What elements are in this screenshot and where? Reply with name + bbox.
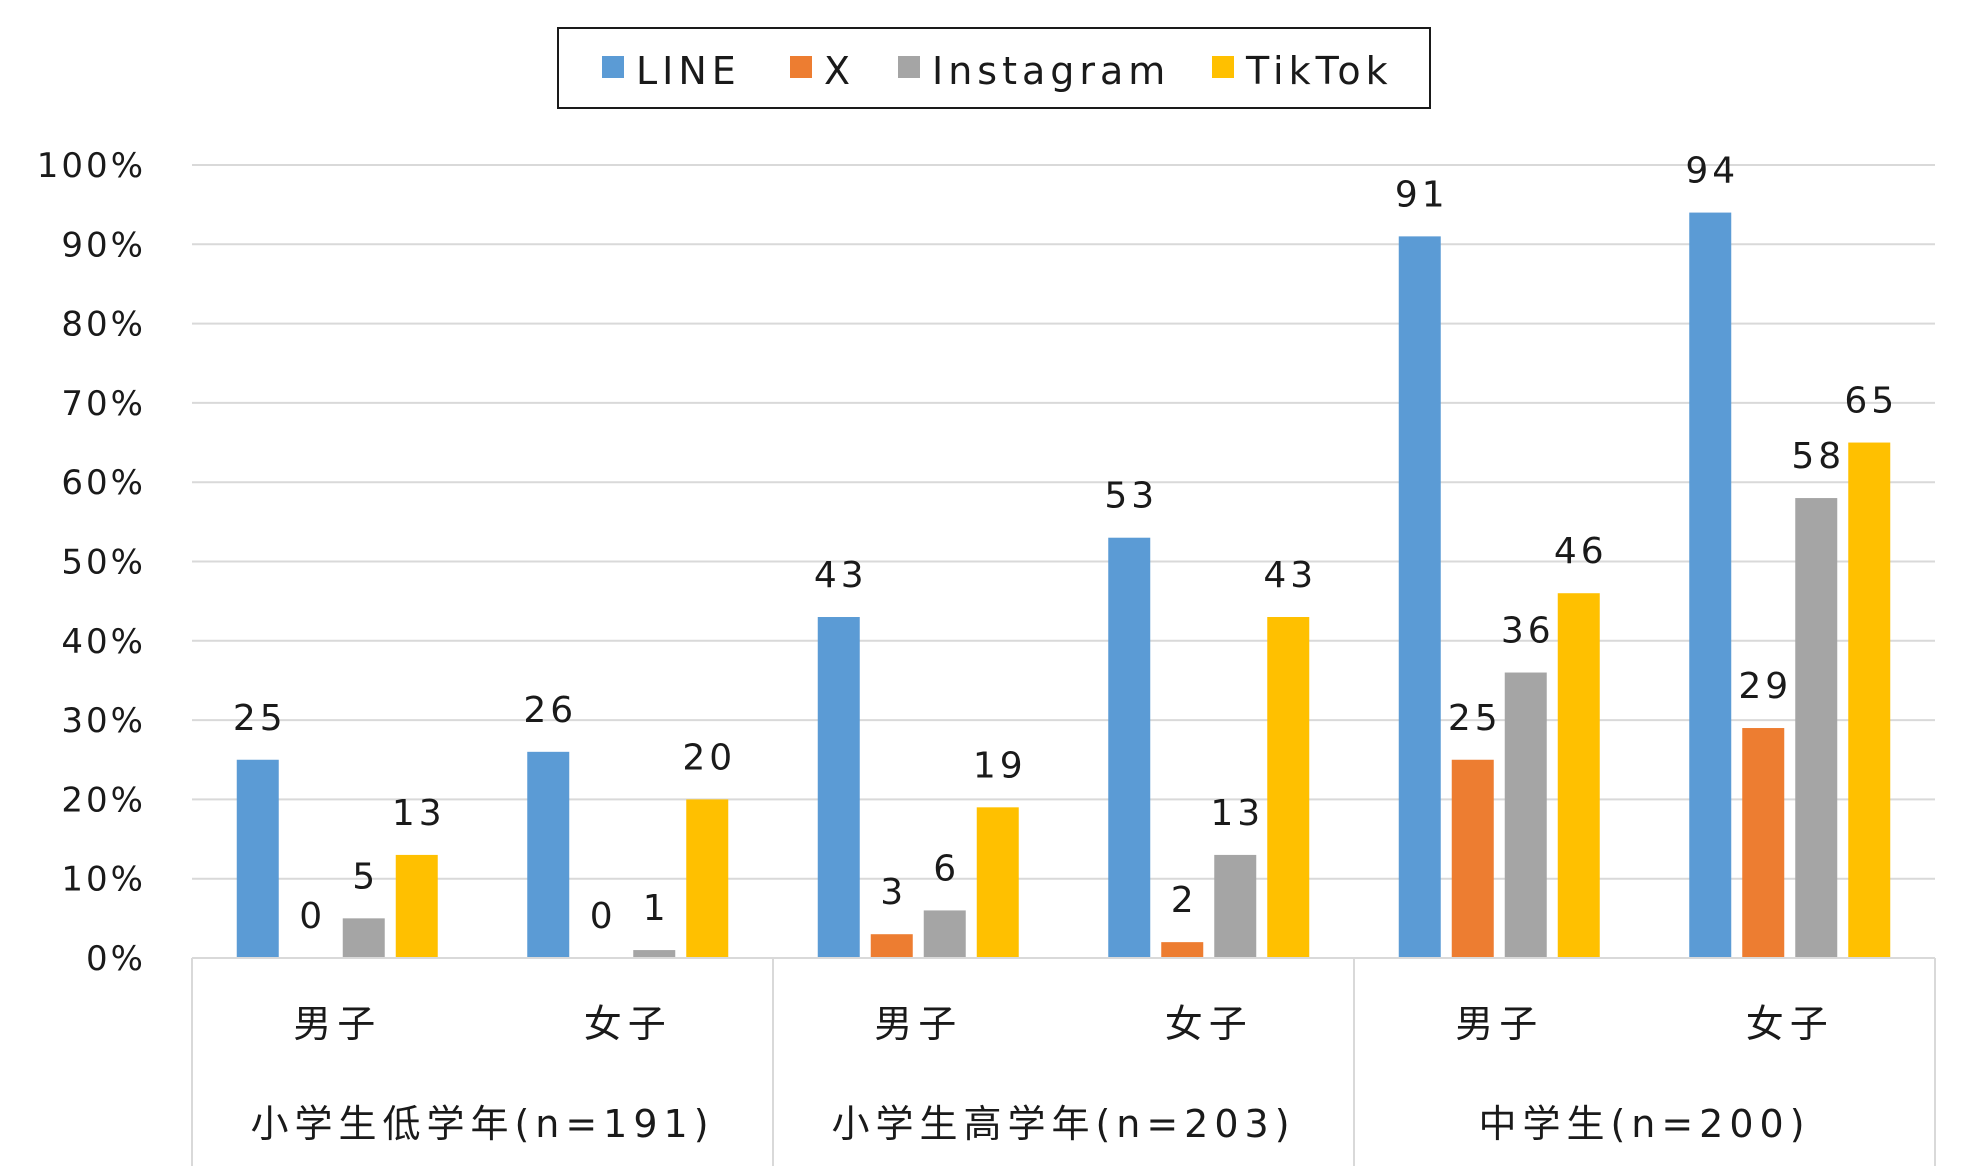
bar xyxy=(633,950,676,958)
y-tick-label: 90% xyxy=(61,225,146,265)
category-label: 女子 xyxy=(1746,1002,1834,1046)
legend-swatch xyxy=(1212,56,1234,78)
bar xyxy=(527,751,570,958)
legend-swatch xyxy=(898,56,920,78)
y-axis-tick-labels: 0% 10% 20% 30% 40% 50% 60% 70% 80% 90% 100% xyxy=(37,146,146,979)
legend: LINE X Instagram TikTok xyxy=(557,27,1431,109)
legend-label: TikTok xyxy=(1245,49,1393,93)
legend-swatch xyxy=(602,56,624,78)
data-label: 13 xyxy=(1210,793,1264,834)
data-label: 26 xyxy=(523,690,577,731)
data-label: 46 xyxy=(1554,531,1608,572)
group-label: 小学生高学年(n=203) xyxy=(831,1102,1295,1146)
bar xyxy=(1108,537,1151,958)
data-label: 25 xyxy=(1448,698,1502,739)
data-label: 13 xyxy=(392,793,446,834)
bar xyxy=(1504,672,1547,958)
data-label: 1 xyxy=(643,888,670,929)
bar xyxy=(1451,759,1494,958)
bar xyxy=(686,799,729,958)
y-tick-label: 10% xyxy=(61,860,146,900)
legend-label: Instagram xyxy=(932,49,1170,93)
bar xyxy=(1398,236,1441,958)
y-tick-label: 50% xyxy=(61,543,146,583)
bar xyxy=(1848,442,1891,958)
data-label: 19 xyxy=(973,745,1027,786)
data-label: 20 xyxy=(682,737,736,778)
bar xyxy=(1267,617,1310,958)
group-label: 中学生(n=200) xyxy=(1478,1102,1810,1146)
bars xyxy=(236,212,1891,958)
bar xyxy=(1161,942,1204,958)
bar xyxy=(1795,498,1838,958)
y-tick-label: 0% xyxy=(86,939,146,979)
bar xyxy=(1214,854,1257,958)
y-tick-label: 30% xyxy=(61,701,146,741)
bar xyxy=(817,617,860,958)
category-label: 男子 xyxy=(874,1002,962,1046)
y-tick-label: 80% xyxy=(61,305,146,345)
category-label: 男子 xyxy=(1455,1002,1543,1046)
category-label: 女子 xyxy=(1165,1002,1253,1046)
data-label: 43 xyxy=(1263,555,1317,596)
data-label: 53 xyxy=(1104,476,1158,517)
data-label: 65 xyxy=(1844,381,1898,422)
legend-box xyxy=(557,27,1431,109)
data-label: 0 xyxy=(299,896,326,937)
group-label: 小学生低学年(n=191) xyxy=(250,1102,714,1146)
y-tick-label: 20% xyxy=(61,780,146,820)
category-label: 女子 xyxy=(584,1002,672,1046)
y-tick-label: 70% xyxy=(61,384,146,424)
y-tick-label: 60% xyxy=(61,463,146,503)
data-label: 43 xyxy=(814,555,868,596)
data-label: 36 xyxy=(1501,611,1555,652)
legend-label: LINE xyxy=(636,49,741,93)
bar xyxy=(395,854,438,958)
bar xyxy=(1742,728,1785,958)
data-label: 58 xyxy=(1791,436,1845,477)
bar xyxy=(976,807,1019,958)
data-label: 25 xyxy=(233,698,287,739)
data-label: 6 xyxy=(933,848,960,889)
bar xyxy=(236,759,279,958)
data-label: 3 xyxy=(880,872,907,913)
bar xyxy=(342,918,385,958)
bar xyxy=(1689,212,1732,958)
bar xyxy=(923,910,966,958)
data-label: 5 xyxy=(352,856,379,897)
bar xyxy=(870,934,913,958)
category-label: 男子 xyxy=(293,1002,381,1046)
data-label: 0 xyxy=(590,896,617,937)
legend-label: X xyxy=(824,49,855,93)
data-label: 2 xyxy=(1171,880,1198,921)
gridlines xyxy=(192,164,1935,959)
y-tick-label: 40% xyxy=(61,622,146,662)
data-label: 29 xyxy=(1738,666,1792,707)
legend-swatch xyxy=(790,56,812,78)
data-label: 94 xyxy=(1685,151,1739,192)
data-label: 91 xyxy=(1395,174,1449,215)
y-tick-label: 100% xyxy=(37,146,146,186)
bar xyxy=(1557,593,1600,958)
